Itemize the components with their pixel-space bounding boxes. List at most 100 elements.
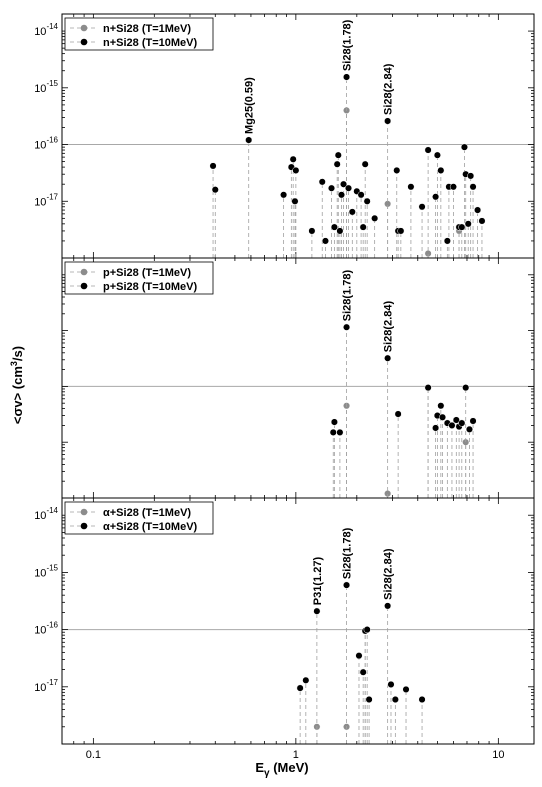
x-tick-labels: 0.1 1 10 xyxy=(86,749,505,761)
data-point xyxy=(209,162,217,170)
data-point xyxy=(333,160,341,168)
legend: α+Si28 (T=1MeV) α+Si28 (T=10MeV) xyxy=(64,501,214,535)
data-point xyxy=(469,183,477,191)
data-point xyxy=(330,223,338,231)
data-point xyxy=(478,217,486,225)
plot-background xyxy=(62,14,534,258)
peak-label: P31(1.27) xyxy=(312,557,324,606)
data-point xyxy=(280,191,288,199)
data-point xyxy=(296,684,304,692)
data-point xyxy=(357,191,365,199)
data-point xyxy=(336,428,344,436)
data-point xyxy=(407,183,415,191)
data-point xyxy=(437,166,445,174)
data-point xyxy=(355,652,363,660)
x-tick-label: 0.1 xyxy=(86,749,101,761)
y-tick-label: 10-17 xyxy=(34,678,58,694)
data-point xyxy=(359,668,367,676)
plot-background xyxy=(62,498,534,744)
data-point xyxy=(211,186,219,194)
data-point xyxy=(289,155,297,163)
data-point xyxy=(437,402,445,410)
data-point xyxy=(433,151,441,159)
data-point xyxy=(418,695,426,704)
panel-1: 10-14 10-15 10-16 10-17 Mg25(0.59) Si28(1.78)… xyxy=(34,13,535,259)
data-point xyxy=(384,602,392,610)
data-point xyxy=(448,421,456,429)
data-point xyxy=(402,685,410,693)
peak-label: Si28(1.78) xyxy=(342,19,354,71)
data-point xyxy=(371,214,379,222)
y-tick-label: 10-14 xyxy=(34,22,58,38)
data-point xyxy=(343,581,351,589)
data-point xyxy=(330,418,338,426)
data-point xyxy=(302,676,310,684)
y-axis-label: <σv> (cm3/s) xyxy=(9,346,25,424)
data-point xyxy=(334,151,342,159)
y-tick-label: 10-15 xyxy=(34,79,58,95)
data-point xyxy=(391,695,399,704)
y-tick-label: 10-14 xyxy=(34,506,58,522)
legend-marker xyxy=(80,522,88,530)
plot-frame xyxy=(61,497,535,745)
y-tick-label: 10-16 xyxy=(34,136,58,152)
data-point xyxy=(343,73,351,81)
data-point xyxy=(467,172,475,180)
data-point xyxy=(432,193,440,201)
data-point xyxy=(393,166,401,174)
data-point xyxy=(291,197,299,205)
data-point xyxy=(424,146,432,154)
x-tick-label: 10 xyxy=(492,749,504,761)
data-point xyxy=(363,626,371,634)
data-point xyxy=(452,416,460,424)
data-point xyxy=(327,184,336,192)
data-point xyxy=(344,184,353,192)
peak-label: Si28(1.78) xyxy=(342,270,354,322)
panels: 10-14 10-15 10-16 10-17 Mg25(0.59) Si28(1.78)… xyxy=(34,13,535,745)
data-point xyxy=(308,227,316,235)
data-point xyxy=(387,680,395,688)
data-point xyxy=(465,425,474,433)
legend-marker xyxy=(80,24,88,32)
peak-label: Si28(2.84) xyxy=(383,301,395,353)
data-point xyxy=(397,227,405,235)
series-2 xyxy=(296,581,426,744)
data-point xyxy=(348,208,356,216)
data-point xyxy=(343,323,351,331)
x-axis-label: Eγ (MeV) xyxy=(255,760,308,779)
data-point xyxy=(361,160,369,168)
legend-entry: p+Si28 (T=10MeV) xyxy=(103,281,197,293)
data-point xyxy=(443,237,451,245)
data-point xyxy=(384,354,392,362)
data-point xyxy=(292,166,300,174)
legend-marker xyxy=(80,268,88,276)
series-2 xyxy=(329,323,477,498)
legend-entry: n+Si28 (T=10MeV) xyxy=(103,37,197,49)
data-point xyxy=(418,203,426,211)
y-tick-label: 10-17 xyxy=(34,192,58,208)
data-point xyxy=(394,410,402,418)
data-point xyxy=(438,413,447,421)
peak-label: Mg25(0.59) xyxy=(244,77,256,134)
data-point xyxy=(363,197,371,205)
peak-label: Si28(1.78) xyxy=(342,527,354,579)
panel-3: 10-14 10-15 10-16 10-17 P31(1.27) Si28(1.78) S… xyxy=(34,497,535,745)
legend-entry: n+Si28 (T=1MeV) xyxy=(103,23,191,35)
legend-marker xyxy=(80,508,88,516)
data-point xyxy=(313,607,321,615)
data-point xyxy=(359,223,367,231)
data-point xyxy=(460,143,468,151)
legend: n+Si28 (T=1MeV) n+Si28 (T=10MeV) xyxy=(64,17,214,51)
y-tick-label: 10-15 xyxy=(34,563,58,579)
legend-entry: p+Si28 (T=1MeV) xyxy=(103,267,191,279)
data-point xyxy=(336,227,344,235)
data-point xyxy=(458,223,466,231)
data-point xyxy=(449,183,457,191)
data-point xyxy=(384,117,392,125)
data-point xyxy=(318,178,326,186)
legend-entry: α+Si28 (T=1MeV) xyxy=(103,507,191,519)
data-point xyxy=(464,220,472,228)
data-point xyxy=(245,136,253,144)
data-point xyxy=(365,695,373,704)
